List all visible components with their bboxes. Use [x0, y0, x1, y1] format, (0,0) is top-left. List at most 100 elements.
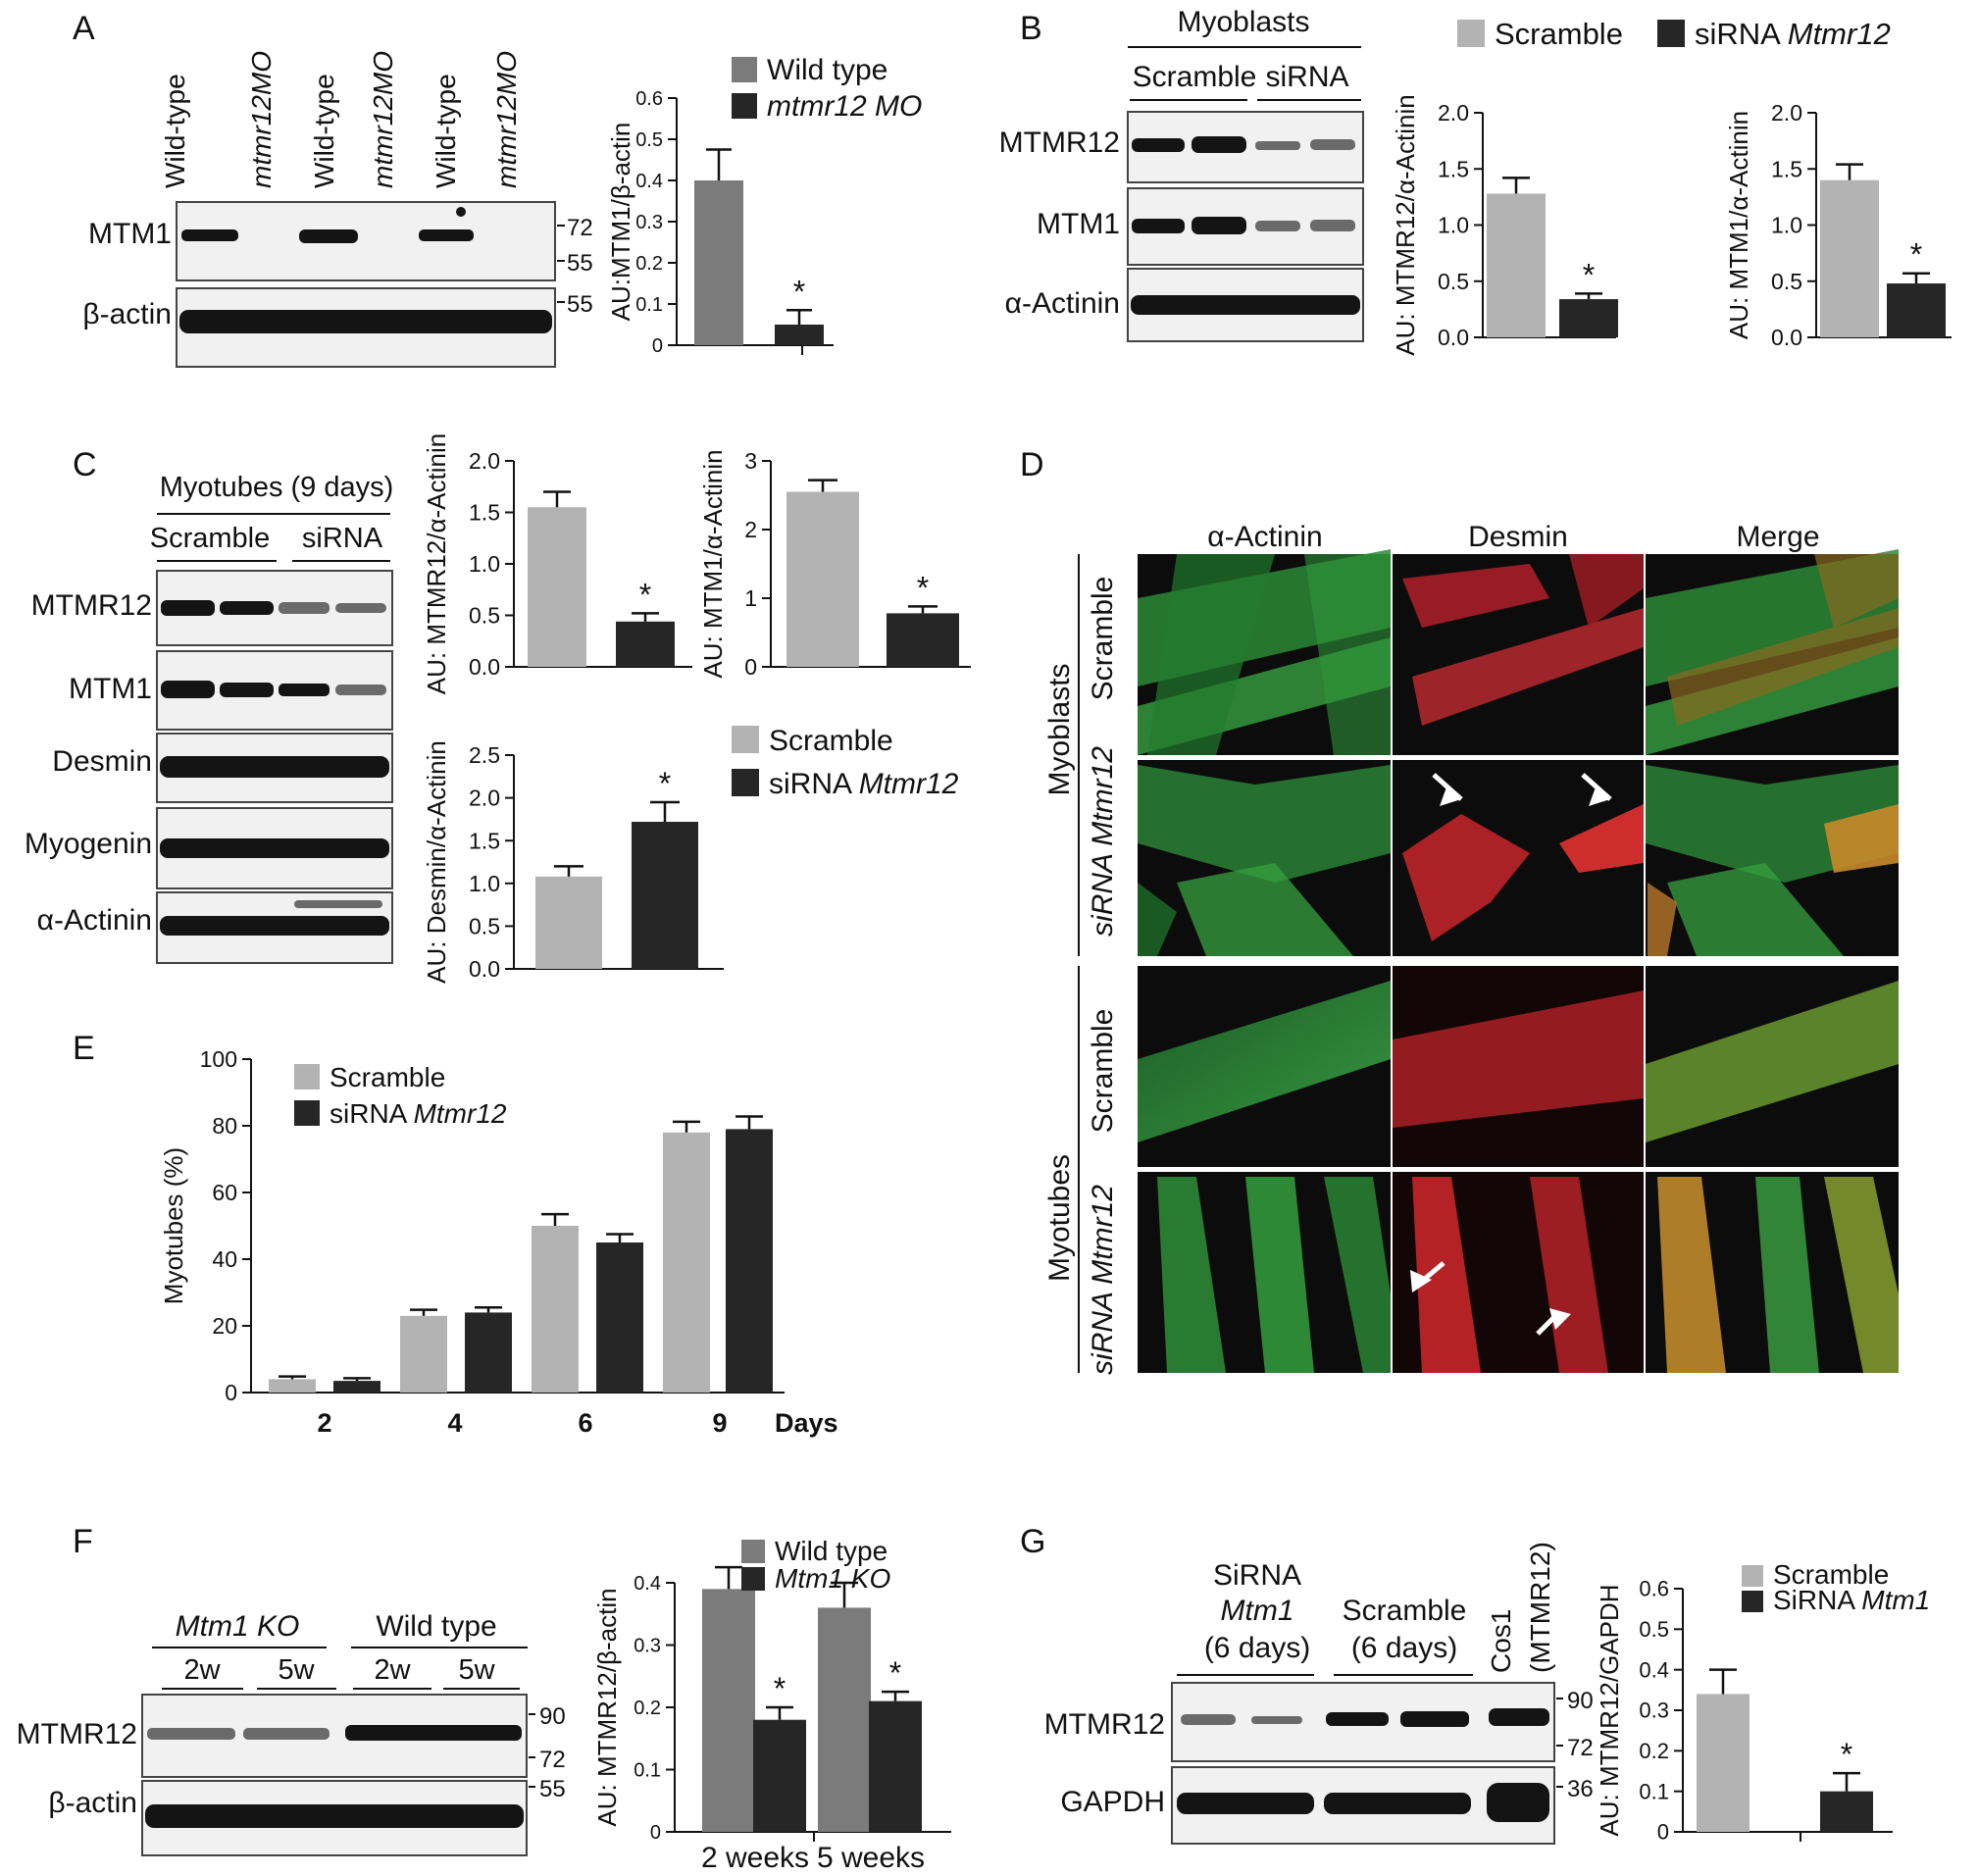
blot-band — [179, 310, 552, 333]
y-tick-label: 1.5 — [469, 828, 500, 853]
x-tick-label: 5 weeks — [817, 1842, 925, 1874]
chart-panel-e: 0 20 40 60 80 100 Myotubes (%) 2 4 6 9 Days Scramble… — [159, 1046, 838, 1438]
y-tick-label: 0.2 — [1639, 1739, 1669, 1763]
bar — [726, 1129, 773, 1393]
bar — [269, 1379, 316, 1393]
lane-label: Wild-type — [309, 74, 339, 188]
blot-speck — [456, 207, 466, 217]
bar — [702, 1589, 755, 1832]
blot-lane-label: Cos1 — [1486, 1609, 1516, 1673]
x-tick-label: 6 — [578, 1408, 592, 1438]
panel-a-blot: Wild-type mtmr12MO Wild-type mtmr12MO Wi… — [82, 51, 593, 368]
blot-group-label: Mtm1 KO — [176, 1610, 300, 1643]
y-tick-label: 1.0 — [1438, 213, 1469, 238]
y-tick-label: 0 — [744, 654, 757, 680]
y-tick-label: 0.3 — [1639, 1699, 1669, 1723]
bar — [400, 1315, 447, 1393]
y-tick-label: 0.4 — [1639, 1657, 1669, 1682]
bar — [869, 1700, 922, 1832]
blot-band — [160, 838, 389, 858]
blot-band — [335, 603, 386, 613]
blot-header: Myotubes (9 days) — [160, 472, 394, 503]
bar — [1820, 1791, 1873, 1832]
panel-letter-d: D — [1020, 446, 1044, 483]
bar — [1820, 179, 1879, 337]
mw-marker: 90 — [539, 1703, 566, 1730]
legend-swatch — [741, 1540, 765, 1563]
micro-condition-label: siRNA Mtmr12 — [1087, 1185, 1119, 1375]
blot-row-label: β-actin — [82, 298, 172, 330]
micro-column-label: α-Actinin — [1207, 521, 1322, 553]
panel-d-microscopy: α-Actinin Desmin Merge Myoblasts Myotube… — [1043, 521, 1899, 1375]
blot-band — [1192, 217, 1246, 234]
blot-group-label: (6 days) — [1351, 1632, 1457, 1664]
blot-group-label: Scramble — [1343, 1595, 1467, 1627]
y-tick-label: 0.6 — [635, 88, 663, 110]
blot-time-label: 5w — [458, 1654, 495, 1686]
y-tick-label: 2.0 — [469, 448, 500, 474]
y-tick-label: 0.5 — [635, 129, 663, 151]
y-tick-label: 3 — [744, 448, 757, 474]
legend-label: mtmr12 MO — [767, 90, 922, 123]
y-tick-label: 0.1 — [634, 1760, 661, 1782]
blot-band — [419, 229, 474, 241]
y-tick-label: 0.1 — [635, 294, 663, 316]
micrograph-myotube-scramble-merge — [1646, 966, 1899, 1167]
chart-panel-f: 0 0.1 0.2 0.3 0.4 AU: MTMR12/β-actin * * 2 weeks… — [592, 1536, 951, 1874]
mw-marker: 72 — [567, 215, 593, 241]
bar — [465, 1312, 512, 1393]
micrograph-myotube-sirna-actinin — [1138, 1172, 1391, 1373]
blot-band — [147, 1728, 235, 1740]
x-tick-label: 2 weeks — [701, 1842, 809, 1874]
chart-panel-a: 0 0.1 0.2 0.3 0.4 0.5 0.6AU:MTM1/β-actin * Wild … — [606, 54, 922, 357]
y-tick-label: 2.0 — [1438, 100, 1469, 126]
bar — [887, 613, 959, 667]
y-tick-label: 0.0 — [469, 956, 500, 982]
y-tick-label: 0.5 — [1438, 269, 1469, 294]
blot-band — [1192, 136, 1246, 153]
mw-marker: 72 — [539, 1747, 566, 1773]
blot-row-label: MTMR12 — [999, 127, 1120, 159]
blot-group-label: SiRNA — [1213, 1559, 1301, 1592]
x-axis-label: Days — [775, 1408, 838, 1438]
blot-lane-label: (MTMR12) — [1525, 1542, 1555, 1673]
legend-swatch — [732, 769, 759, 796]
legend-swatch — [732, 93, 757, 119]
blot-band — [1177, 1793, 1314, 1814]
y-axis-label: AU: MTMR12/α-Actinin — [1391, 94, 1420, 355]
micro-column-label: Desmin — [1468, 521, 1568, 553]
lane-label: mtmr12MO — [368, 51, 398, 188]
y-tick-label: 1.5 — [1438, 156, 1469, 181]
y-tick-label: 1 — [744, 585, 757, 611]
blot-strip — [176, 201, 556, 281]
y-axis-label: AU: MTM1/α-Actinin — [1724, 111, 1753, 339]
blot-row-label: MTMR12 — [31, 589, 152, 622]
blot-row-label: GAPDH — [1060, 1786, 1165, 1818]
y-tick-label: 0.0 — [469, 654, 500, 680]
y-tick-label: 1.5 — [469, 500, 500, 526]
legend-label: siRNA Mtmr12 — [330, 1098, 507, 1129]
significance-star: * — [1841, 1737, 1852, 1772]
blot-header: Myoblasts — [1177, 6, 1309, 38]
legend-label: siRNA Mtmr12 — [1695, 17, 1891, 51]
legend-label: siRNA Mtmr12 — [769, 768, 959, 800]
chart-panel-b-mtmr12: 0.0 0.5 1.0 1.5 2.0 AU: MTMR12/α-Actinin * Scra… — [1391, 17, 1891, 356]
legend-label: SiRNA Mtm1 — [1773, 1585, 1930, 1615]
bar — [535, 876, 602, 969]
blot-time-label: 2w — [374, 1654, 411, 1686]
panel-letter-a: A — [73, 10, 95, 47]
y-tick-label: 1.0 — [1771, 213, 1802, 238]
blot-band — [279, 684, 330, 696]
panel-letter-c: C — [73, 446, 97, 483]
y-axis-label: AU: MTMR12/β-actin — [592, 1588, 622, 1826]
y-tick-label: 0.5 — [1771, 269, 1802, 294]
y-tick-label: 0.1 — [1639, 1779, 1669, 1803]
blot-band — [181, 229, 238, 241]
blot-band — [243, 1728, 330, 1740]
blot-band — [160, 756, 389, 778]
legend-label: Wild type — [775, 1536, 888, 1566]
significance-star: * — [659, 766, 671, 801]
micro-condition-label: siRNA Mtmr12 — [1087, 746, 1119, 937]
blot-group-label: Scramble — [150, 523, 271, 554]
lane-label: mtmr12MO — [491, 51, 522, 188]
